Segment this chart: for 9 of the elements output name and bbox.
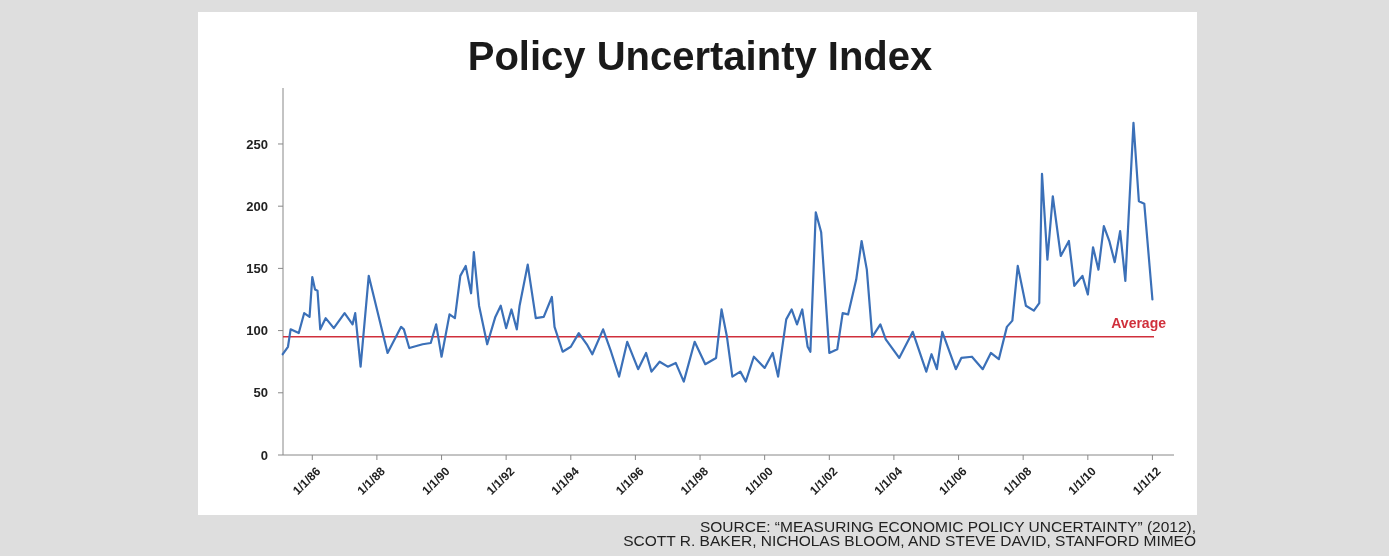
y-tick-label: 200 [246,198,268,214]
y-tick-label: 0 [260,447,268,463]
y-tick-label: 250 [246,136,268,152]
chart-title: Policy Uncertainty Index [467,34,933,78]
ref-line-label: Average [1111,314,1167,331]
source-note: SOURCE: “MEASURING ECONOMIC POLICY UNCERTAINTY” (2012), [699,518,1196,535]
y-tick-label: 50 [253,385,268,401]
y-tick-label: 100 [246,323,268,339]
y-tick-label: 150 [246,260,268,276]
